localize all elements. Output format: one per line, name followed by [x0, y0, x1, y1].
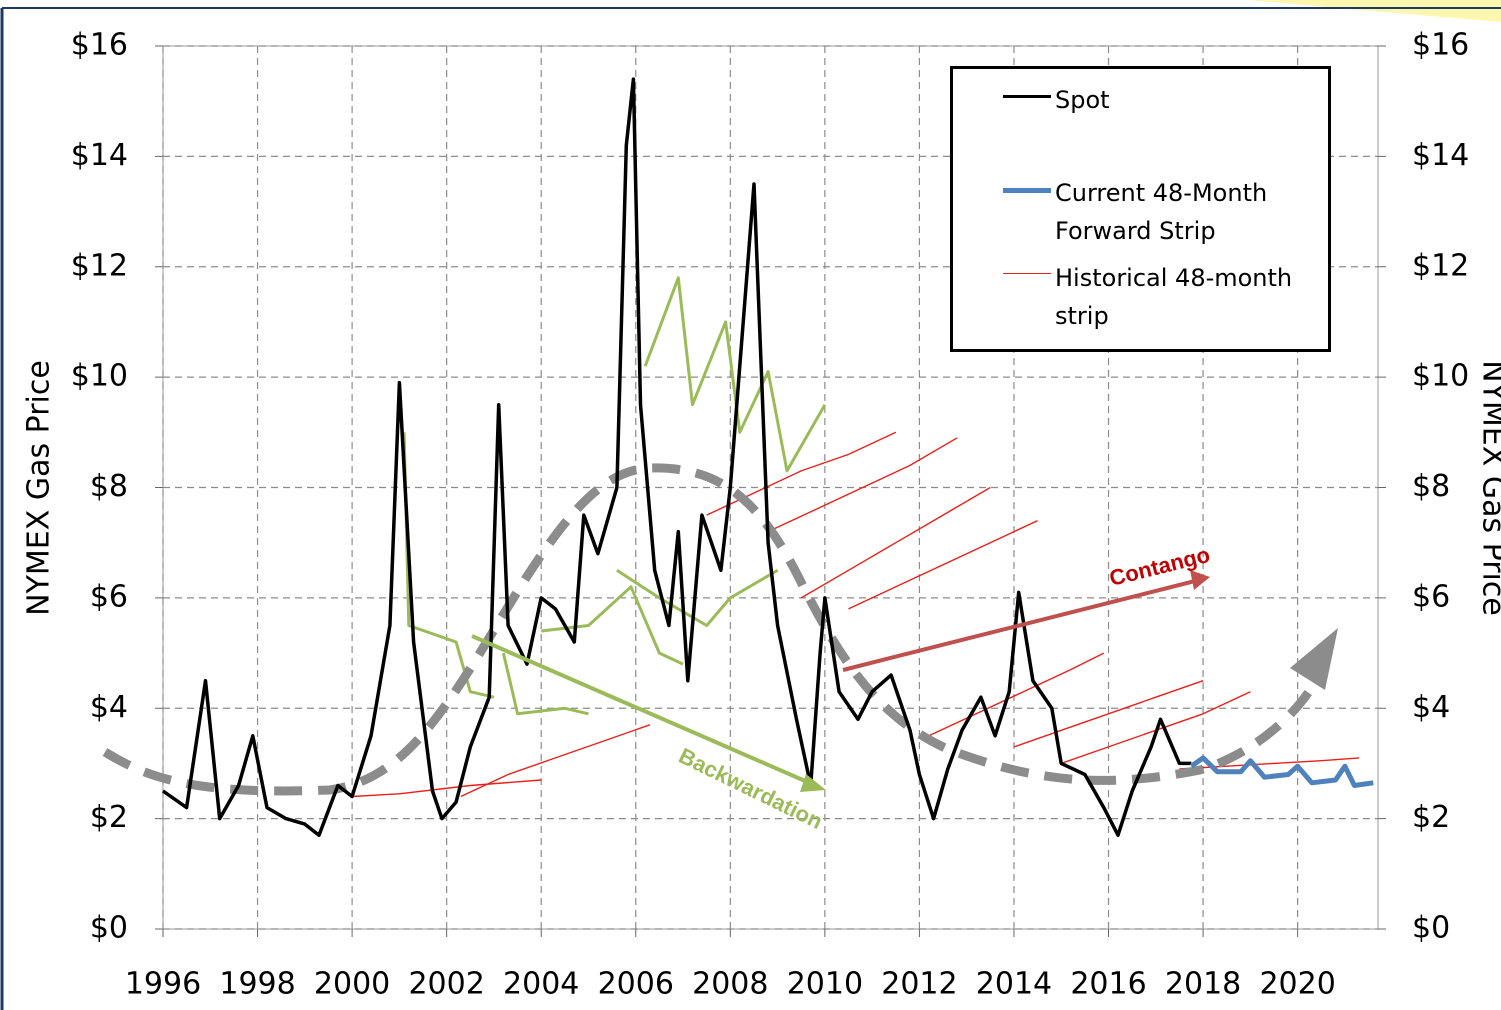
backwardation-arrow [471, 634, 813, 786]
series-line [501, 652, 589, 716]
y-tick-label: $2 [90, 800, 128, 835]
x-tick-label: 2014 [976, 967, 1052, 1002]
y2-tick-label: $6 [1412, 579, 1450, 614]
y-tick-label: $12 [71, 248, 128, 283]
y2-tick-label: $10 [1412, 359, 1469, 394]
y2-tick-label: $0 [1412, 911, 1450, 946]
y-tick-label: $4 [90, 690, 128, 725]
x-tick-label: 2008 [692, 967, 768, 1002]
contango-arrow [842, 579, 1196, 672]
x-tick-label: 1996 [125, 967, 201, 1002]
x-tick-label: 2016 [1070, 967, 1146, 1002]
y-axis-title: NYMEX Gas Price [22, 360, 57, 616]
y-tick-label: $10 [71, 359, 128, 394]
x-tick-label: 2006 [598, 967, 674, 1002]
y2-tick-label: $16 [1412, 28, 1469, 63]
series-line [848, 519, 1038, 610]
corner-decoration [1250, 0, 1501, 22]
legend-entry: Historical 48-month strip [1003, 259, 1295, 335]
series-line [541, 585, 684, 666]
backwardation-arrowhead [800, 774, 826, 792]
x-tick-label: 2012 [881, 967, 957, 1002]
series-line [767, 437, 958, 533]
series-line [402, 432, 495, 699]
trend-arrowhead [1290, 628, 1338, 690]
series-line [800, 486, 991, 599]
y2-tick-label: $12 [1412, 248, 1469, 283]
legend-entry: Spot [1003, 81, 1295, 119]
series-line [928, 652, 1105, 737]
series-line [352, 779, 542, 798]
x-tick-label: 2000 [314, 967, 390, 1002]
legend-label: Current 48-Month Forward Strip [1055, 179, 1268, 245]
y-tick-label: $6 [90, 579, 128, 614]
series-line [1013, 680, 1204, 748]
trend-curve [102, 463, 1314, 796]
x-tick-label: 2018 [1165, 967, 1241, 1002]
y2-axis-title: NYMEX Gas Price [1476, 360, 1501, 616]
x-tick-label: 2020 [1259, 967, 1335, 1002]
series-line [161, 77, 1192, 837]
x-tick-label: 1998 [219, 967, 295, 1002]
x-tick-label: 2004 [503, 967, 579, 1002]
legend-label: Spot [1055, 86, 1110, 114]
y-tick-label: $8 [90, 469, 128, 504]
series-line [616, 569, 779, 627]
legend-swatch [1003, 188, 1051, 193]
x-tick-label: 2010 [787, 967, 863, 1002]
legend-swatch [1003, 273, 1051, 274]
y2-tick-label: $14 [1412, 138, 1469, 173]
series-line [643, 276, 827, 473]
y2-tick-label: $2 [1412, 800, 1450, 835]
series-line [460, 724, 651, 798]
y-tick-label: $16 [71, 28, 128, 63]
legend-label: Historical 48-month strip [1055, 264, 1293, 330]
y-tick-label: $14 [71, 138, 128, 173]
x-tick-label: 2002 [408, 967, 484, 1002]
legend-entry: Current 48-Month Forward Strip [1003, 174, 1295, 250]
y2-tick-label: $4 [1412, 690, 1450, 725]
y2-tick-label: $8 [1412, 469, 1450, 504]
y-tick-label: $0 [90, 911, 128, 946]
legend: Spot Current 48-Month Forward Strip Histor… [950, 66, 1331, 352]
legend-swatch [1003, 95, 1051, 98]
series-line [1189, 755, 1374, 788]
contango-arrowhead [1190, 570, 1210, 590]
